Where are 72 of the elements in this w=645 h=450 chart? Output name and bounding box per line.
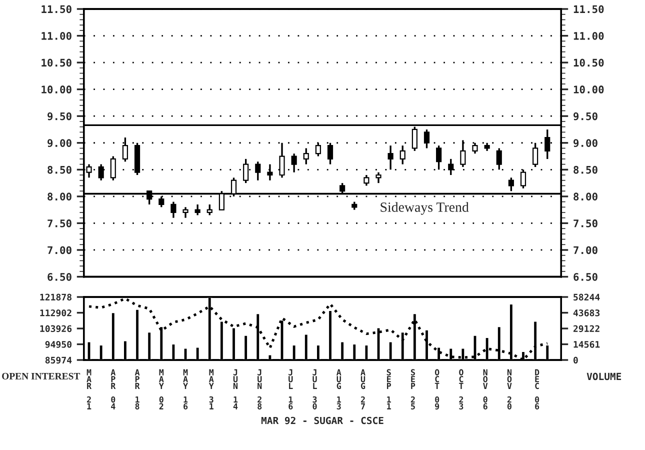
y-axis-title: OPEN INTEREST <box>2 372 80 380</box>
y2-axis-title: VOLUME <box>586 372 622 380</box>
y-tick-label: 10.00 <box>42 86 72 94</box>
y2-tick-label: 7.50 <box>574 219 598 228</box>
candlestick <box>436 144 442 170</box>
x-tick-label: AUG 13 <box>336 369 342 410</box>
x-tick-label: JUL 16 <box>288 369 293 410</box>
y-tick-label: 11.50 <box>42 5 72 14</box>
x-tick-label: OCT 09 <box>434 369 440 410</box>
y-tick-label: 103926 <box>40 325 72 332</box>
y-tick-label: 6.50 <box>48 272 72 281</box>
y-tick-label: 10.50 <box>42 58 72 67</box>
y2-tick-label: 43683 <box>573 309 600 316</box>
y2-tick-label: 11.50 <box>574 5 604 14</box>
y-tick-label: 11.00 <box>42 32 72 40</box>
x-tick-label: MAY 16 <box>183 369 188 410</box>
y2-tick-label: 11.00 <box>574 32 604 40</box>
y2-tick-label: 14561 <box>574 340 600 348</box>
candlestick <box>110 155 116 182</box>
x-axis-title: MAR 92 - SUGAR - CSCE <box>261 416 384 424</box>
y-tick-label: 85974 <box>45 356 72 364</box>
candlestick <box>194 204 200 216</box>
y2-tick-label: 10.50 <box>574 58 604 67</box>
candlestick <box>182 206 188 219</box>
candlestick <box>496 147 502 170</box>
y2-tick-label: 9.00 <box>574 139 598 148</box>
x-tick-label: MAY 31 <box>208 369 214 410</box>
candlestick <box>206 204 212 216</box>
y2-tick-label: 58244 <box>574 294 600 301</box>
y-tick-label: 8.00 <box>48 192 72 201</box>
y-tick-label: 9.00 <box>48 139 72 148</box>
x-tick-label: MAR 21 <box>86 369 92 410</box>
x-tick-label: APR 04 <box>110 369 116 410</box>
x-tick-label: JUN 28 <box>258 369 262 410</box>
y2-tick-label: 9.50 <box>574 112 598 120</box>
x-tick-label: SEP 25 <box>410 369 416 410</box>
y2-tick-label: 6.50 <box>574 272 598 281</box>
x-tick-label: AUG 27 <box>360 369 366 410</box>
y2-tick-label: 8.00 <box>574 192 598 201</box>
candlestick <box>388 144 394 170</box>
y-tick-label: 7.00 <box>48 246 72 254</box>
y-tick-label: 9.50 <box>48 112 72 120</box>
candlestick <box>400 144 406 166</box>
x-tick-label: JUN 14 <box>233 369 238 410</box>
x-tick-label: OCT 23 <box>459 369 464 410</box>
candlestick <box>291 152 297 174</box>
candlestick <box>303 147 309 166</box>
y-tick-label: 121878 <box>40 294 72 301</box>
candlestick <box>255 160 261 182</box>
candlestick <box>364 174 370 187</box>
x-tick-label: DEC 06 <box>535 369 540 410</box>
y2-tick-label: 10.00 <box>574 86 604 94</box>
candlestick <box>532 142 538 168</box>
y-tick-label: 7.50 <box>48 219 72 228</box>
ref-line-label: Sideways Trend <box>380 202 469 215</box>
y2-tick-label: 8.50 <box>574 166 598 174</box>
y2-tick-label: 7.00 <box>574 246 598 254</box>
y2-tick-label: 0 <box>573 356 578 364</box>
x-tick-label: NOV 20 <box>507 369 512 410</box>
candlestick <box>424 128 430 150</box>
y2-tick-label: 29122 <box>573 325 600 332</box>
x-tick-label: MAY 02 <box>158 369 164 410</box>
y-tick-label: 112902 <box>40 309 72 316</box>
x-tick-label: APR 18 <box>134 369 140 410</box>
y-tick-label: 8.50 <box>48 166 72 174</box>
y-tick-label: 94950 <box>45 340 72 348</box>
candlestick <box>170 200 176 219</box>
candlestick <box>508 176 514 192</box>
candlestick <box>376 171 382 184</box>
x-tick-label: SEP 11 <box>386 369 391 410</box>
x-tick-label: NOV 06 <box>483 369 488 410</box>
x-tick-label: JUL 30 <box>312 369 317 410</box>
